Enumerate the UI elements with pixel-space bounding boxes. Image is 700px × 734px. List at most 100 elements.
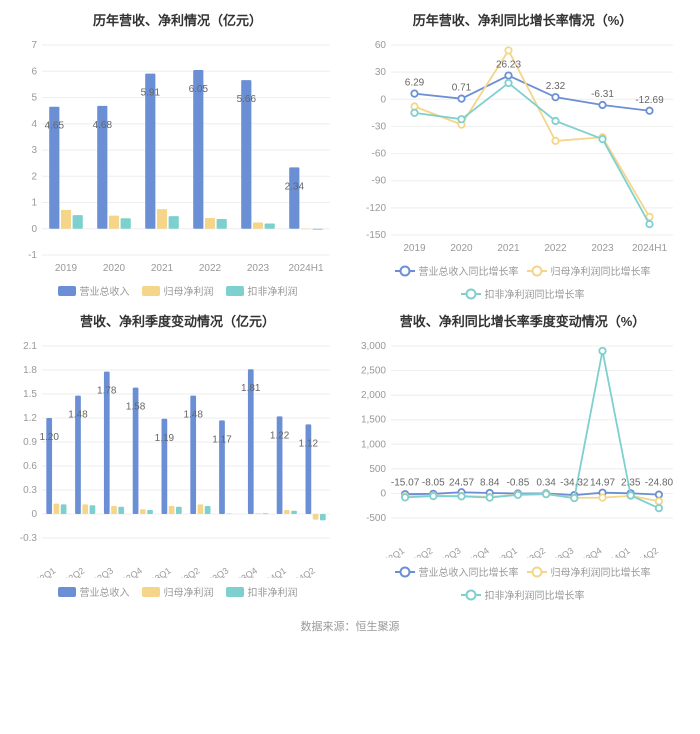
svg-text:2,500: 2,500 xyxy=(361,366,386,377)
svg-text:0.6: 0.6 xyxy=(23,461,37,472)
svg-text:-0.85: -0.85 xyxy=(507,477,530,488)
svg-text:6.05: 6.05 xyxy=(189,84,209,95)
chart3-title: 营收、净利季度变动情况（亿元） xyxy=(10,311,345,330)
svg-text:1,500: 1,500 xyxy=(361,415,386,426)
svg-text:-90: -90 xyxy=(372,176,387,187)
svg-text:2020: 2020 xyxy=(103,263,126,274)
svg-text:2023Q3: 2023Q3 xyxy=(543,545,575,558)
chart1-title: 历年营收、净利情况（亿元） xyxy=(10,10,345,29)
legend-item: 扣非净利润同比增长率 xyxy=(461,286,585,301)
svg-text:2023Q1: 2023Q1 xyxy=(487,545,519,558)
legend-item: 归母净利润 xyxy=(142,283,214,298)
chart3-svg: -0.300.30.60.91.21.51.82.11.201.481.781.… xyxy=(10,338,340,578)
svg-text:3: 3 xyxy=(31,145,37,156)
svg-text:2022Q3: 2022Q3 xyxy=(431,545,463,558)
chart4-svg: -50005001,0001,5002,0002,5003,000-15.07-… xyxy=(355,338,685,558)
svg-text:2022Q1: 2022Q1 xyxy=(26,565,58,578)
chart2-panel: 历年营收、净利同比增长率情况（%） -150-120-90-60-3003060… xyxy=(355,10,690,301)
svg-text:2023: 2023 xyxy=(591,243,614,254)
svg-text:-15.07: -15.07 xyxy=(391,477,420,488)
svg-text:-60: -60 xyxy=(372,149,387,160)
svg-text:2021: 2021 xyxy=(151,263,174,274)
svg-text:1.58: 1.58 xyxy=(126,402,146,413)
chart-grid: 历年营收、净利情况（亿元） -1012345674.654.685.916.05… xyxy=(10,10,690,602)
svg-text:500: 500 xyxy=(369,464,386,475)
svg-text:26.23: 26.23 xyxy=(496,60,521,71)
svg-text:2022Q2: 2022Q2 xyxy=(402,545,434,558)
svg-text:-120: -120 xyxy=(366,203,386,214)
svg-text:24.57: 24.57 xyxy=(449,477,474,488)
svg-text:-12.69: -12.69 xyxy=(635,95,664,106)
svg-text:1.19: 1.19 xyxy=(155,433,175,444)
svg-text:2024Q1: 2024Q1 xyxy=(600,545,632,558)
legend-item: 营业总收入同比增长率 xyxy=(395,564,519,579)
svg-text:6.29: 6.29 xyxy=(405,78,425,89)
svg-text:5: 5 xyxy=(31,93,37,104)
svg-text:2023Q2: 2023Q2 xyxy=(170,565,202,578)
chart3-legend: 营业总收入 归母净利润 扣非净利润 xyxy=(10,584,345,599)
svg-text:1.48: 1.48 xyxy=(68,410,88,421)
svg-text:0.71: 0.71 xyxy=(452,83,472,94)
svg-text:2: 2 xyxy=(31,171,37,182)
svg-text:2023Q3: 2023Q3 xyxy=(198,565,230,578)
chart2-svg: -150-120-90-60-30030606.290.7126.232.32-… xyxy=(355,37,685,257)
svg-text:2024Q2: 2024Q2 xyxy=(285,565,317,578)
svg-text:1.20: 1.20 xyxy=(39,432,59,443)
svg-text:8.84: 8.84 xyxy=(480,477,500,488)
svg-text:2.32: 2.32 xyxy=(546,81,566,92)
legend-item: 归母净利润同比增长率 xyxy=(527,263,651,278)
svg-text:60: 60 xyxy=(375,40,387,51)
svg-text:-30: -30 xyxy=(372,121,387,132)
svg-text:2.1: 2.1 xyxy=(23,341,37,352)
chart1-svg: -1012345674.654.685.916.055.662.34201920… xyxy=(10,37,340,277)
legend-item: 营业总收入 xyxy=(58,283,130,298)
svg-text:2024Q2: 2024Q2 xyxy=(628,545,660,558)
svg-text:1.81: 1.81 xyxy=(241,383,261,394)
svg-text:-0.3: -0.3 xyxy=(20,533,38,544)
svg-text:1.8: 1.8 xyxy=(23,365,37,376)
legend-item: 扣非净利润 xyxy=(226,584,298,599)
svg-text:2022Q4: 2022Q4 xyxy=(459,545,491,558)
svg-text:0.3: 0.3 xyxy=(23,485,37,496)
svg-text:2022: 2022 xyxy=(544,243,567,254)
svg-text:2023: 2023 xyxy=(247,263,270,274)
svg-text:6: 6 xyxy=(31,66,37,77)
svg-text:2020: 2020 xyxy=(450,243,473,254)
svg-text:2023Q4: 2023Q4 xyxy=(572,545,604,558)
svg-text:2019: 2019 xyxy=(55,263,78,274)
svg-text:0.34: 0.34 xyxy=(536,477,556,488)
svg-text:5.91: 5.91 xyxy=(141,88,161,99)
svg-text:-8.05: -8.05 xyxy=(422,477,445,488)
svg-text:5.66: 5.66 xyxy=(237,94,257,105)
svg-text:14.97: 14.97 xyxy=(590,477,615,488)
svg-text:30: 30 xyxy=(375,67,387,78)
svg-text:-150: -150 xyxy=(366,230,386,241)
svg-text:-6.31: -6.31 xyxy=(591,89,614,100)
data-source: 数据来源：恒生聚源 xyxy=(10,618,690,634)
svg-text:0.9: 0.9 xyxy=(23,437,37,448)
svg-text:2022Q2: 2022Q2 xyxy=(54,565,86,578)
svg-text:2.35: 2.35 xyxy=(621,477,641,488)
svg-text:2022Q3: 2022Q3 xyxy=(83,565,115,578)
svg-text:2021: 2021 xyxy=(497,243,520,254)
legend-item: 营业总收入同比增长率 xyxy=(395,263,519,278)
svg-text:1.48: 1.48 xyxy=(183,410,203,421)
chart3-panel: 营收、净利季度变动情况（亿元） -0.300.30.60.91.21.51.82… xyxy=(10,311,345,602)
svg-text:1.12: 1.12 xyxy=(299,438,319,449)
legend-item: 归母净利润 xyxy=(142,584,214,599)
chart2-legend: 营业总收入同比增长率 归母净利润同比增长率 扣非净利润同比增长率 xyxy=(355,263,690,301)
svg-text:1.2: 1.2 xyxy=(23,413,37,424)
svg-text:2024Q1: 2024Q1 xyxy=(256,565,288,578)
svg-text:-1: -1 xyxy=(28,250,37,261)
svg-text:0: 0 xyxy=(31,224,37,235)
chart4-title: 营收、净利同比增长率季度变动情况（%） xyxy=(355,311,690,330)
legend-item: 扣非净利润 xyxy=(226,283,298,298)
svg-text:4.65: 4.65 xyxy=(45,121,65,132)
svg-text:2019: 2019 xyxy=(403,243,426,254)
svg-text:2023Q4: 2023Q4 xyxy=(227,565,259,578)
svg-text:1.5: 1.5 xyxy=(23,389,37,400)
svg-text:4.68: 4.68 xyxy=(93,120,113,131)
svg-text:4: 4 xyxy=(31,119,37,130)
svg-text:0: 0 xyxy=(380,488,386,499)
svg-text:2023Q1: 2023Q1 xyxy=(141,565,173,578)
